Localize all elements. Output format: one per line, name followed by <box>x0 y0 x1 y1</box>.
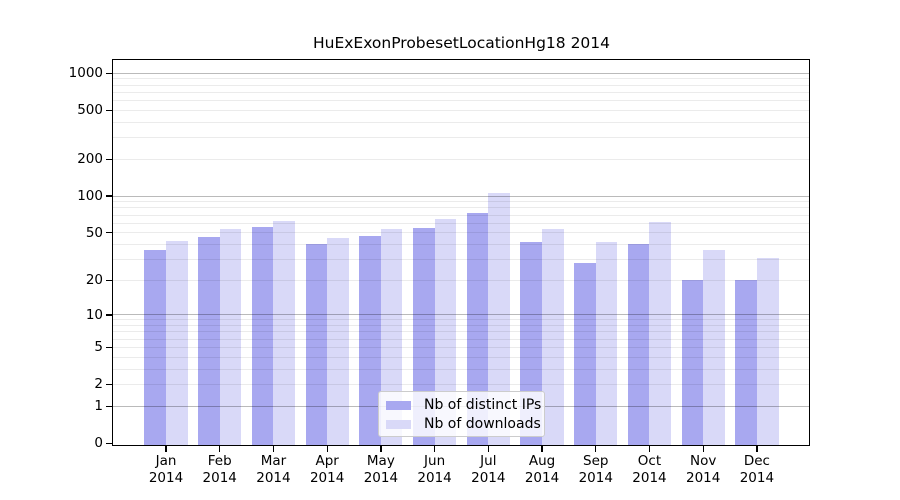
legend-label-distinct-ips: Nb of distinct IPs <box>424 397 542 413</box>
y-tick-label: 50 <box>85 224 103 241</box>
x-tick-year: 2014 <box>578 470 613 486</box>
x-tick-year: 2014 <box>524 470 560 486</box>
y-tick-label: 10 <box>85 306 103 323</box>
x-tick-label-may: May 2014 <box>351 453 411 487</box>
y-tick-label: 20 <box>85 272 103 289</box>
x-tick-month: Aug <box>528 453 556 469</box>
x-tick-label-feb: Feb 2014 <box>190 453 250 487</box>
y-tick-label: 0 <box>94 435 103 452</box>
x-tick-month: Jul <box>480 453 497 469</box>
x-tick-year: 2014 <box>363 470 399 486</box>
y-tick-label: 5 <box>94 339 103 356</box>
x-tick-month: Jan <box>155 453 177 469</box>
x-tick-label-dec: Dec 2014 <box>727 453 787 487</box>
x-tick-month: Mar <box>260 453 287 469</box>
x-tick-year: 2014 <box>686 470 721 486</box>
y-tick-label: 500 <box>77 102 103 119</box>
x-tick-month: Nov <box>690 453 717 469</box>
legend-swatch-distinct-ips <box>386 400 411 411</box>
x-tick-year: 2014 <box>309 470 345 486</box>
x-tick-label-oct: Oct 2014 <box>619 453 679 487</box>
x-tick-label-jun: Jun 2014 <box>405 453 465 487</box>
x-tick-month: May <box>366 453 395 469</box>
x-tick-month: Dec <box>743 453 770 469</box>
x-tick-year: 2014 <box>632 470 667 486</box>
y-tick-label: 1000 <box>68 65 103 82</box>
y-tick-label: 200 <box>77 151 103 168</box>
y-tick-label: 2 <box>94 376 103 393</box>
x-tick-label-sep: Sep 2014 <box>566 453 626 487</box>
x-tick-label-nov: Nov 2014 <box>673 453 733 487</box>
x-tick-year: 2014 <box>202 470 237 486</box>
chart-title: HuExExonProbesetLocationHg18 2014 <box>312 34 611 52</box>
x-tick-month: Apr <box>315 453 339 469</box>
x-tick-month: Sep <box>583 453 609 469</box>
x-tick-month: Feb <box>207 453 232 469</box>
legend: Nb of distinct IPs Nb of downloads <box>378 391 545 437</box>
x-tick-month: Jun <box>424 453 446 469</box>
legend-swatch-downloads <box>386 419 411 430</box>
y-tick-label: 100 <box>77 188 103 205</box>
legend-label-downloads: Nb of downloads <box>424 416 541 432</box>
x-tick-label-mar: Mar 2014 <box>243 453 303 487</box>
x-tick-label-jul: Jul 2014 <box>458 453 518 487</box>
legend-item-distinct-ips: Nb of distinct IPs <box>386 396 541 415</box>
legend-item-downloads: Nb of downloads <box>386 415 541 434</box>
x-tick-year: 2014 <box>471 470 506 486</box>
x-tick-year: 2014 <box>417 470 452 486</box>
x-tick-label-aug: Aug 2014 <box>512 453 572 487</box>
plot-border <box>112 59 810 446</box>
x-tick-label-apr: Apr 2014 <box>297 453 357 487</box>
y-tick-label: 1 <box>94 398 103 415</box>
x-tick-label-jan: Jan 2014 <box>136 453 196 487</box>
x-tick-year: 2014 <box>739 470 775 486</box>
x-tick-year: 2014 <box>256 470 291 486</box>
x-tick-month: Oct <box>637 453 662 469</box>
x-tick-year: 2014 <box>148 470 184 486</box>
